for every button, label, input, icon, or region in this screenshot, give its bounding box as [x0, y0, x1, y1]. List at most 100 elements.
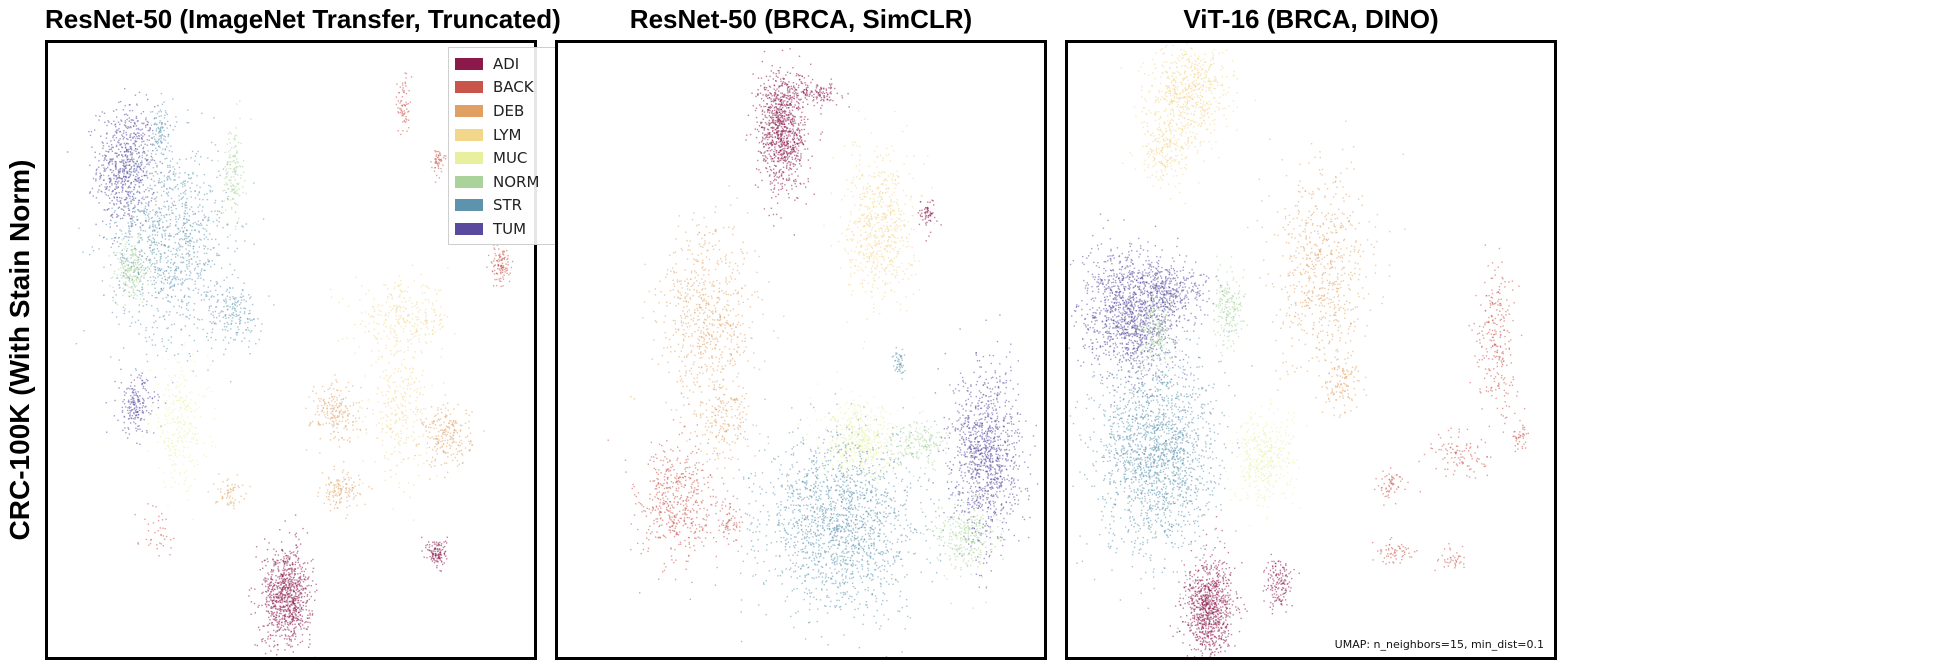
scatter-point	[179, 314, 181, 316]
scatter-point	[210, 313, 212, 315]
panel-1-title: ResNet-50 (ImageNet Transfer, Truncated)	[45, 4, 561, 34]
scatter-point	[234, 166, 236, 169]
scatter-point	[440, 557, 443, 559]
scatter-point	[140, 160, 143, 162]
scatter-point	[114, 161, 116, 163]
scatter-point	[131, 276, 133, 278]
scatter-point	[391, 328, 393, 330]
scatter-point	[249, 353, 251, 355]
scatter-point	[278, 591, 280, 593]
scatter-point	[400, 432, 403, 435]
scatter-point	[174, 454, 176, 456]
scatter-point	[149, 226, 151, 229]
scatter-point	[294, 534, 296, 536]
scatter-point	[275, 596, 278, 599]
scatter-point	[118, 323, 120, 325]
scatter-point	[137, 416, 139, 419]
scatter-point	[334, 494, 336, 497]
scatter-point	[409, 388, 412, 390]
scatter-point	[419, 411, 422, 413]
scatter-point	[309, 424, 311, 426]
scatter-point	[137, 127, 139, 130]
scatter-point	[171, 380, 173, 382]
scatter-point	[271, 594, 273, 596]
scatter-point	[338, 480, 340, 482]
scatter-point	[268, 295, 270, 297]
scatter-point	[163, 185, 165, 188]
scatter-point	[133, 404, 135, 406]
scatter-point	[295, 589, 297, 591]
scatter-point	[207, 238, 209, 241]
scatter-point	[322, 407, 325, 410]
scatter-point	[140, 249, 143, 251]
scatter-point	[277, 622, 280, 625]
scatter-point	[182, 181, 184, 183]
scatter-point	[154, 226, 156, 228]
scatter-point	[191, 359, 193, 362]
scatter-point	[384, 470, 386, 472]
scatter-point	[294, 598, 296, 600]
scatter-point	[185, 274, 188, 276]
scatter-point	[284, 520, 286, 522]
scatter-point	[166, 327, 168, 330]
scatter-point	[231, 188, 233, 190]
scatter-point	[355, 402, 358, 404]
scatter-point	[147, 203, 149, 205]
scatter-point	[127, 271, 129, 273]
scatter-point	[227, 236, 229, 238]
scatter-point	[197, 220, 200, 222]
scatter-point	[151, 405, 153, 408]
scatter-point	[125, 138, 128, 140]
scatter-point	[174, 421, 176, 423]
scatter-point	[127, 138, 129, 141]
scatter-point	[285, 580, 287, 582]
scatter-point	[434, 550, 436, 552]
scatter-point	[300, 593, 303, 595]
scatter-point	[419, 454, 422, 456]
scatter-point	[398, 305, 400, 307]
scatter-point	[118, 206, 120, 208]
scatter-point	[349, 440, 351, 442]
scatter-point	[436, 560, 438, 562]
scatter-point	[398, 285, 401, 287]
scatter-point	[291, 581, 294, 583]
scatter-point	[190, 240, 193, 242]
scatter-point	[236, 332, 239, 334]
scatter-point	[148, 247, 151, 249]
scatter-point	[141, 382, 144, 385]
scatter-point	[127, 180, 130, 182]
scatter-point	[279, 594, 281, 596]
scatter-point	[295, 610, 297, 613]
scatter-point	[144, 388, 146, 390]
scatter-point	[236, 103, 238, 105]
scatter-point	[121, 277, 123, 279]
scatter-point	[141, 255, 144, 257]
scatter-point	[288, 613, 290, 615]
scatter-point	[344, 425, 347, 427]
scatter-point	[250, 118, 252, 120]
scatter-point	[300, 596, 303, 599]
scatter-point	[250, 587, 252, 589]
scatter-point	[265, 591, 268, 593]
scatter-point	[169, 458, 171, 461]
scatter-point	[199, 204, 201, 206]
scatter-point	[138, 407, 141, 409]
scatter-point	[141, 128, 144, 130]
scatter-point	[133, 180, 135, 183]
scatter-point	[132, 152, 134, 154]
scatter-point	[292, 651, 294, 653]
scatter-point	[151, 305, 153, 307]
scatter-point	[354, 417, 357, 419]
scatter-point	[140, 229, 142, 231]
scatter-point	[149, 413, 152, 415]
scatter-point	[212, 247, 215, 249]
scatter-point	[178, 238, 181, 241]
scatter-point	[295, 582, 297, 584]
scatter-point	[139, 290, 141, 293]
scatter-point	[291, 604, 293, 606]
scatter-point	[238, 188, 240, 190]
scatter-point	[265, 598, 267, 600]
scatter-point	[424, 341, 427, 343]
scatter-point	[295, 608, 297, 611]
scatter-point	[185, 240, 187, 243]
